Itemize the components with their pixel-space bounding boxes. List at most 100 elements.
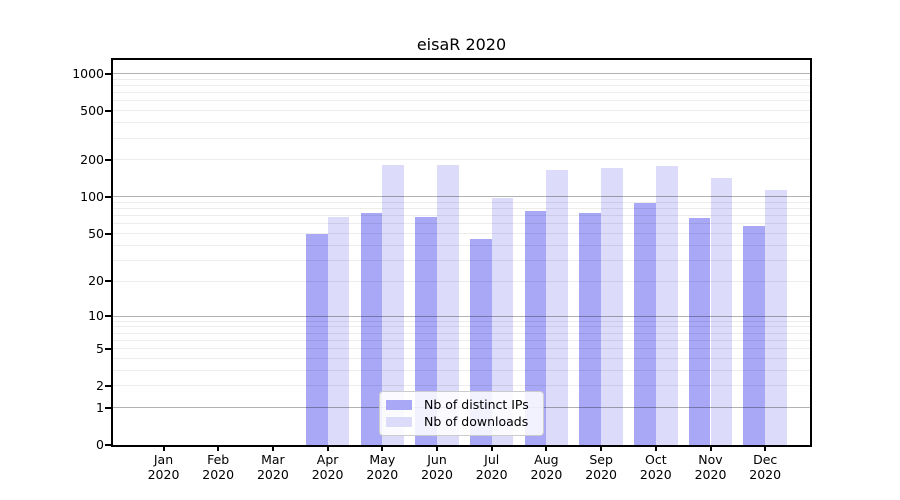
x-tick-label: Apr 2020: [311, 452, 344, 482]
bar-nb-of-distinct-ips-jun-2020: [415, 216, 437, 445]
gridline-minor: [113, 348, 810, 350]
bar-nb-of-distinct-ips-sep-2020: [579, 212, 602, 445]
gridline-minor: [113, 208, 810, 210]
x-tick-label: Feb 2020: [202, 452, 235, 482]
gridline-minor: [113, 223, 810, 225]
x-axis-tick: [326, 446, 329, 451]
y-tick-label: 10: [88, 308, 104, 324]
y-tick-label: 5: [96, 340, 104, 356]
y-axis-tick: [105, 347, 111, 350]
bar-nb-of-distinct-ips-may-2020: [360, 212, 383, 445]
bar-nb-of-downloads-oct-2020: [655, 166, 678, 445]
gridline-minor: [113, 369, 810, 371]
gridline-minor: [113, 100, 810, 102]
gridline-minor: [113, 244, 810, 246]
y-axis-tick: [105, 232, 111, 235]
bar-nb-of-downloads-sep-2020: [601, 167, 623, 445]
bar-nb-of-distinct-ips-nov-2020: [688, 218, 711, 445]
gridline-minor: [113, 280, 810, 282]
gridline-minor: [113, 84, 810, 86]
bar-nb-of-downloads-dec-2020: [765, 189, 787, 445]
x-tick-label: Nov 2020: [694, 452, 727, 482]
y-axis-tick: [105, 158, 111, 161]
x-axis-tick: [545, 446, 548, 451]
gridline-major: [113, 315, 810, 317]
x-axis-tick: [600, 446, 603, 451]
bar-nb-of-downloads-aug-2020: [546, 169, 569, 445]
bar-nb-of-downloads-apr-2020: [327, 217, 350, 445]
x-tick-label: Jan 2020: [147, 452, 180, 482]
y-axis-tick: [105, 315, 111, 318]
x-tick-label: Oct 2020: [639, 452, 672, 482]
gridline-minor: [113, 159, 810, 161]
x-axis-tick: [381, 446, 384, 451]
x-axis-tick: [162, 446, 165, 451]
x-axis-tick: [217, 446, 220, 451]
y-tick-label: 20: [88, 273, 104, 289]
gridline-minor: [113, 122, 810, 124]
gridline-minor: [113, 137, 810, 139]
y-tick-label: 1000: [72, 65, 104, 81]
y-axis-tick: [105, 195, 111, 198]
y-axis-tick: [105, 406, 111, 409]
bar-nb-of-downloads-jul-2020: [491, 197, 514, 445]
x-tick-label: Aug 2020: [530, 452, 563, 482]
bar-nb-of-distinct-ips-oct-2020: [634, 203, 656, 445]
x-axis-tick: [436, 446, 438, 451]
y-tick-label: 1: [96, 399, 104, 415]
y-tick-label: 50: [88, 225, 104, 241]
y-axis-tick: [105, 280, 111, 283]
gridline-major: [113, 73, 810, 74]
y-tick-label: 500: [80, 102, 104, 118]
x-axis-tick: [654, 446, 657, 451]
bar-nb-of-downloads-jun-2020: [437, 165, 459, 445]
legend-swatch-downloads-icon: [386, 417, 412, 427]
bar-nb-of-downloads-may-2020: [382, 165, 405, 445]
bar-nb-of-distinct-ips-aug-2020: [524, 211, 547, 445]
x-axis-tick: [709, 446, 712, 451]
gridline-minor: [113, 259, 810, 261]
gridline-minor: [113, 332, 810, 334]
gridline-minor: [113, 92, 810, 94]
bar-nb-of-distinct-ips-dec-2020: [743, 225, 766, 445]
y-tick-label: 200: [80, 151, 104, 167]
bar-nb-of-distinct-ips-apr-2020: [305, 233, 328, 445]
gridline-minor: [113, 357, 810, 359]
legend-label-distinct-ips: Nb of distinct IPs: [424, 397, 529, 412]
y-tick-label: 100: [80, 188, 104, 204]
legend-item-distinct-ips: Nb of distinct IPs: [386, 398, 543, 412]
y-axis-tick: [105, 72, 111, 75]
x-axis-tick: [490, 446, 493, 451]
gridline-minor: [113, 110, 810, 112]
gridline-minor: [113, 78, 810, 80]
x-axis-tick: [271, 446, 274, 451]
legend-item-downloads: Nb of downloads: [386, 415, 543, 429]
x-tick-label: Sep 2020: [585, 452, 617, 482]
gridline-minor: [113, 326, 810, 328]
legend-label-downloads: Nb of downloads: [424, 414, 529, 429]
legend: Nb of distinct IPs Nb of downloads: [379, 391, 544, 436]
gridline-minor: [113, 339, 810, 341]
x-tick-label: Mar 2020: [256, 452, 289, 482]
x-axis-tick: [764, 446, 767, 451]
y-tick-label: 2: [96, 377, 104, 393]
y-axis-tick: [105, 384, 111, 387]
x-tick-label: May 2020: [366, 452, 399, 482]
y-axis-tick: [105, 109, 111, 112]
plot-area: [113, 60, 810, 445]
gridline-minor: [113, 320, 810, 322]
bar-nb-of-downloads-nov-2020: [710, 178, 733, 445]
gridline-minor: [113, 385, 810, 387]
x-tick-label: Jun 2020: [421, 452, 453, 482]
chart-title: eisaR 2020: [416, 35, 507, 54]
legend-swatch-distinct-ips-icon: [386, 400, 412, 410]
gridline-minor: [113, 233, 810, 235]
y-tick-label: 0: [96, 437, 104, 452]
y-axis-tick: [105, 444, 111, 446]
gridline-minor: [113, 201, 810, 203]
x-tick-label: Dec 2020: [749, 452, 782, 482]
gridline-minor: [113, 215, 810, 217]
gridline-major: [113, 196, 810, 198]
x-tick-label: Jul 2020: [475, 452, 508, 482]
